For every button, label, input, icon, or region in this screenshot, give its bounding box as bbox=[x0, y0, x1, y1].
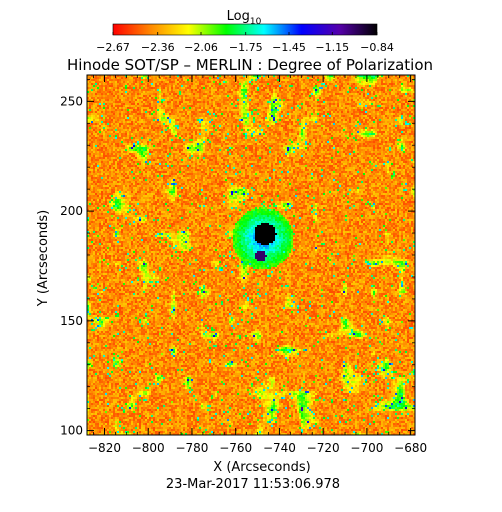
colorbar bbox=[112, 23, 378, 36]
x-tick-label: −680 bbox=[394, 441, 427, 455]
chart-title: Hinode SOT/SP – MERLIN : Degree of Polar… bbox=[67, 56, 433, 74]
x-tick-label: −760 bbox=[219, 441, 252, 455]
x-tick-label: −820 bbox=[88, 441, 121, 455]
colorbar-tick-label: −2.36 bbox=[141, 41, 175, 54]
y-tick-label: 150 bbox=[60, 314, 83, 328]
x-tick-label: −800 bbox=[132, 441, 165, 455]
x-tick-label: −700 bbox=[350, 441, 383, 455]
y-axis: 100 150 200 250 bbox=[60, 78, 415, 438]
heatmap-image bbox=[87, 75, 415, 435]
x-axis-label: X (Arcseconds) bbox=[213, 460, 310, 475]
colorbar-ticks: −2.67 −2.36 −2.06 −1.75 −1.45 −1.15 −0.84 bbox=[96, 32, 394, 54]
y-tick-label: 250 bbox=[60, 94, 83, 108]
colorbar-tick-label: −1.75 bbox=[229, 41, 263, 54]
x-tick-label: −720 bbox=[307, 441, 340, 455]
x-tick-label: −740 bbox=[263, 441, 296, 455]
timestamp: 23-Mar-2017 11:53:06.978 bbox=[166, 477, 340, 492]
y-axis-label: Y (Arcseconds) bbox=[36, 210, 51, 307]
colorbar-tick-label: −0.84 bbox=[360, 41, 394, 54]
y-tick-label: 100 bbox=[60, 424, 83, 438]
colorbar-tick-label: −2.67 bbox=[96, 41, 130, 54]
colorbar-tick-label: −1.15 bbox=[315, 41, 349, 54]
x-tick-label: −780 bbox=[175, 441, 208, 455]
colorbar-tick-label: −1.45 bbox=[272, 41, 306, 54]
colorbar-label: Log10 bbox=[227, 9, 262, 27]
y-tick-label: 200 bbox=[60, 204, 83, 218]
colorbar-tick-label: −2.06 bbox=[184, 41, 218, 54]
x-axis: −820 −800 −780 −760 −740 −720 −700 −680 bbox=[88, 75, 427, 455]
